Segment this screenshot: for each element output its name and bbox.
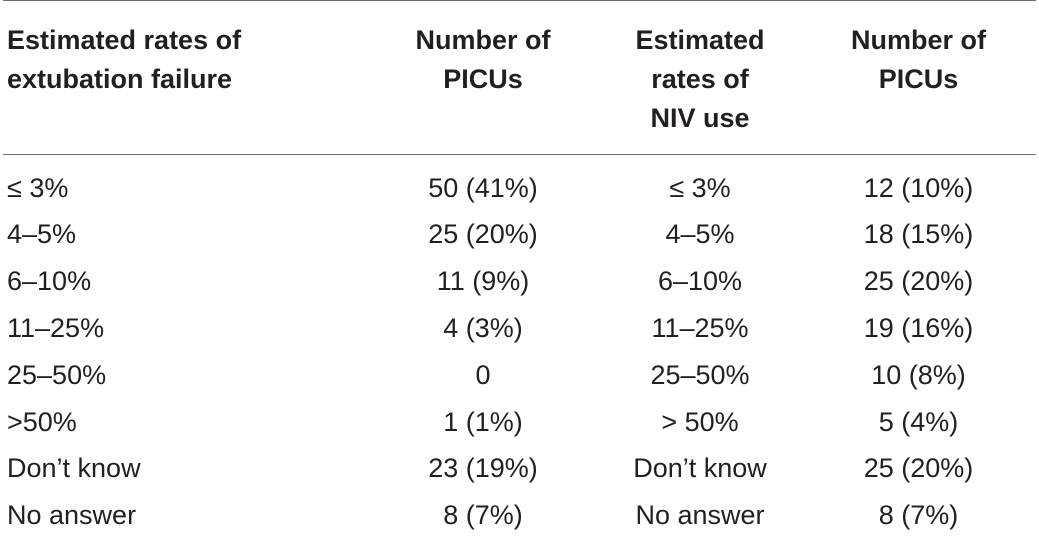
table-row: ≤ 3% 50 (41%) ≤ 3% 12 (10%) bbox=[3, 155, 1036, 212]
cell-picu-count: 11 (9%) bbox=[436, 265, 530, 296]
cell-extubation-rate: >50% bbox=[7, 406, 77, 437]
cell-picu-count: 50 (41%) bbox=[428, 172, 538, 203]
cell-picu-count: 18 (15%) bbox=[863, 218, 974, 249]
cell-picu-count: 5 (4%) bbox=[878, 406, 959, 437]
cell-picu-count: 12 (10%) bbox=[863, 172, 974, 203]
header-extubation-failure-rates: Estimated rates of extubation failure bbox=[7, 25, 242, 94]
cell-picu-count: 8 (7%) bbox=[878, 500, 959, 531]
table-row: >50% 1 (1%) > 50% 5 (4%) bbox=[3, 399, 1036, 446]
cell-picu-count: 25 (20%) bbox=[863, 265, 974, 296]
cell-extubation-rate: 4–5% bbox=[7, 218, 77, 249]
cell-picu-count: 25 (20%) bbox=[863, 453, 974, 484]
cell-niv-rate: > 50% bbox=[661, 406, 739, 437]
cell-picu-count: 0 bbox=[475, 359, 491, 390]
cell-picu-count: 1 (1%) bbox=[443, 406, 523, 437]
cell-picu-count: 10 (8%) bbox=[871, 359, 966, 390]
table-row: Don’t know 23 (19%) Don’t know 25 (20%) bbox=[3, 445, 1036, 492]
cell-extubation-rate: 11–25% bbox=[7, 312, 105, 343]
table-row: 4–5% 25 (20%) 4–5% 18 (15%) bbox=[3, 211, 1036, 258]
cell-niv-rate: No answer bbox=[635, 500, 765, 531]
header-number-of-picus-2: Number of PICUs bbox=[851, 25, 986, 94]
table-row: 6–10% 11 (9%) 6–10% 25 (20%) bbox=[3, 258, 1036, 305]
header-row: Estimated rates of extubation failure Nu… bbox=[3, 0, 1036, 155]
cell-picu-count: 25 (20%) bbox=[428, 218, 538, 249]
header-number-of-picus-1: Number of PICUs bbox=[415, 25, 551, 94]
table-header: Estimated rates of extubation failure Nu… bbox=[3, 0, 1036, 155]
cell-extubation-rate: No answer bbox=[7, 500, 137, 531]
table-row: 11–25% 4 (3%) 11–25% 19 (16%) bbox=[3, 305, 1036, 352]
cell-niv-rate: Don’t know bbox=[633, 453, 767, 484]
cell-picu-count: 4 (3%) bbox=[443, 312, 523, 343]
picu-survey-table: Estimated rates of extubation failure Nu… bbox=[3, 0, 1036, 539]
cell-extubation-rate: 6–10% bbox=[7, 265, 92, 296]
cell-picu-count: 8 (7%) bbox=[443, 500, 523, 531]
cell-niv-rate: 4–5% bbox=[665, 218, 735, 249]
table-row: 25–50% 0 25–50% 10 (8%) bbox=[3, 352, 1036, 399]
cell-niv-rate: ≤ 3% bbox=[669, 172, 731, 203]
table-row: No answer 8 (7%) No answer 8 (7%) bbox=[3, 492, 1036, 539]
cell-picu-count: 19 (16%) bbox=[863, 312, 974, 343]
cell-extubation-rate: ≤ 3% bbox=[7, 172, 69, 203]
cell-niv-rate: 11–25% bbox=[651, 312, 749, 343]
header-niv-use-rates: Estimated rates of NIV use bbox=[635, 25, 765, 133]
cell-picu-count: 23 (19%) bbox=[428, 453, 538, 484]
table-body: ≤ 3% 50 (41%) ≤ 3% 12 (10%) 4–5% 25 (20%… bbox=[3, 155, 1036, 540]
cell-niv-rate: 25–50% bbox=[650, 359, 750, 390]
cell-niv-rate: 6–10% bbox=[657, 265, 743, 296]
cell-extubation-rate: 25–50% bbox=[7, 359, 107, 390]
cell-extubation-rate: Don’t know bbox=[7, 453, 141, 484]
